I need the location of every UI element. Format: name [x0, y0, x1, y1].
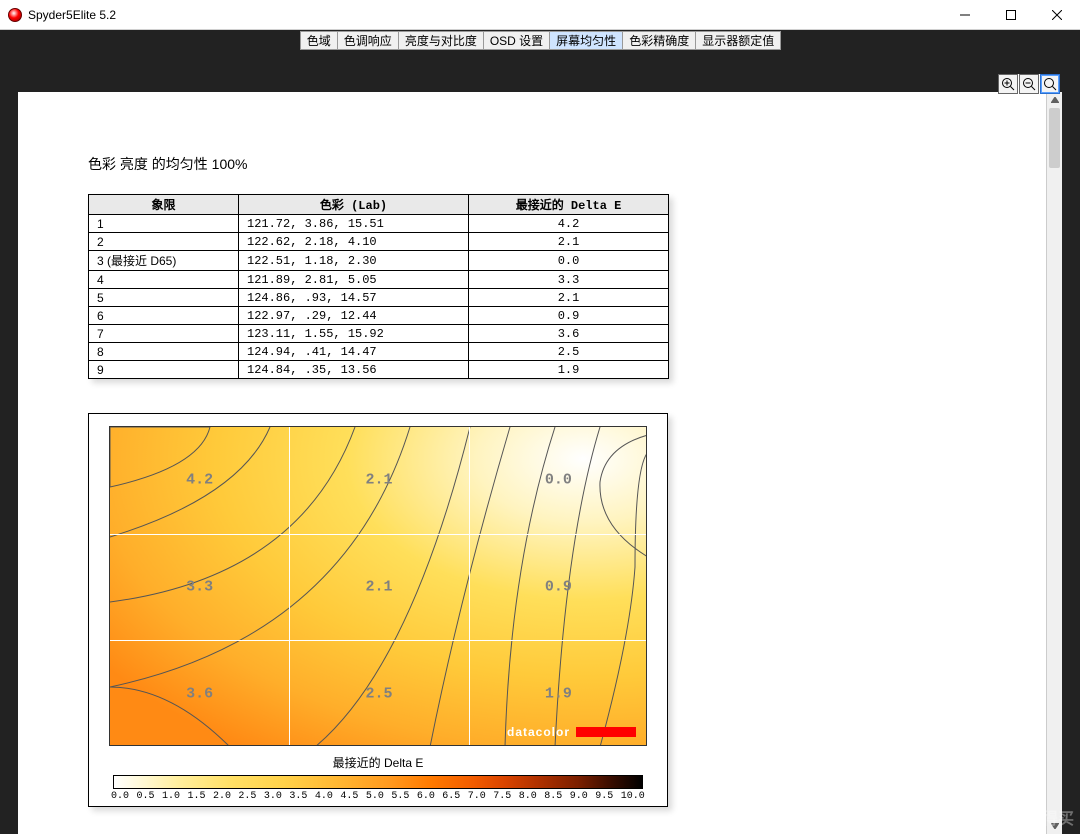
- zoom-controls: [998, 74, 1060, 94]
- close-button[interactable]: [1034, 0, 1080, 30]
- uniformity-chart: datacolor 4.2 2.1 0.0 3.3 2.1 0.9 3.6 2.5 1.9 最接…: [88, 413, 668, 807]
- table-row: 4121.89, 2.81, 5.053.3: [89, 271, 669, 289]
- table-row: 2122.62, 2.18, 4.102.1: [89, 233, 669, 251]
- cell-value: 3.3: [186, 579, 213, 596]
- heatmap-area: datacolor 4.2 2.1 0.0 3.3 2.1 0.9 3.6 2.5 1.9: [109, 426, 647, 746]
- zoom-in-button[interactable]: [998, 74, 1018, 94]
- table-header: 最接近的 Delta E: [469, 195, 669, 215]
- tab-0[interactable]: 色域: [300, 31, 338, 50]
- window-controls: [942, 0, 1080, 30]
- cell-value: 2.5: [365, 685, 392, 702]
- scroll-down-icon[interactable]: [1047, 818, 1062, 834]
- table-row: 1121.72, 3.86, 15.514.2: [89, 215, 669, 233]
- branding-text: datacolor: [507, 725, 570, 739]
- cell-value: 1.9: [545, 685, 572, 702]
- vertical-scrollbar[interactable]: [1046, 92, 1062, 834]
- table-row: 3 (最接近 D65)122.51, 1.18, 2.300.0: [89, 251, 669, 271]
- zoom-fit-button[interactable]: [1040, 74, 1060, 94]
- tabs-bar: 色域色调响应亮度与对比度OSD 设置屏幕均匀性色彩精确度显示器额定值: [18, 30, 1062, 50]
- table-header: 色彩 (Lab): [239, 195, 469, 215]
- tab-6[interactable]: 显示器额定值: [695, 31, 781, 50]
- table-row: 7123.11, 1.55, 15.923.6: [89, 325, 669, 343]
- table-row: 5124.86, .93, 14.572.1: [89, 289, 669, 307]
- scroll-thumb[interactable]: [1049, 108, 1060, 168]
- minimize-button[interactable]: [942, 0, 988, 30]
- cell-value: 0.9: [545, 579, 572, 596]
- table-row: 8124.94, .41, 14.472.5: [89, 343, 669, 361]
- legend-ticks: 0.00.51.01.52.02.53.03.54.04.55.05.56.06…: [109, 791, 647, 802]
- chart-subtitle: 最接近的 Delta E: [109, 754, 647, 771]
- app-icon: [8, 8, 22, 22]
- tab-3[interactable]: OSD 设置: [483, 31, 550, 50]
- cell-value: 4.2: [186, 472, 213, 489]
- cell-value: 0.0: [545, 472, 572, 489]
- color-legend: [113, 775, 643, 789]
- cell-value: 2.1: [365, 472, 392, 489]
- uniformity-table: 象限色彩 (Lab)最接近的 Delta E 1121.72, 3.86, 15…: [88, 194, 669, 379]
- tab-4[interactable]: 屏幕均匀性: [549, 31, 623, 50]
- maximize-button[interactable]: [988, 0, 1034, 30]
- tab-2[interactable]: 亮度与对比度: [398, 31, 484, 50]
- title-bar: Spyder5Elite 5.2: [0, 0, 1080, 30]
- chart-branding: datacolor: [507, 725, 636, 739]
- cell-value: 3.6: [186, 685, 213, 702]
- zoom-out-button[interactable]: [1019, 74, 1039, 94]
- cell-value: 2.1: [365, 579, 392, 596]
- table-row: 6122.97, .29, 12.440.9: [89, 307, 669, 325]
- tab-1[interactable]: 色调响应: [337, 31, 399, 50]
- table-row: 9124.84, .35, 13.561.9: [89, 361, 669, 379]
- report-page: 色彩 亮度 的均匀性 100% 象限色彩 (Lab)最接近的 Delta E 1…: [18, 92, 1062, 834]
- section-heading: 色彩 亮度 的均匀性 100%: [88, 154, 1062, 174]
- scroll-up-icon[interactable]: [1047, 92, 1062, 108]
- tab-5[interactable]: 色彩精确度: [622, 31, 696, 50]
- table-header: 象限: [89, 195, 239, 215]
- app-frame: 色域色调响应亮度与对比度OSD 设置屏幕均匀性色彩精确度显示器额定值 色彩 亮度…: [0, 30, 1080, 834]
- branding-bar: [576, 727, 636, 737]
- app-title: Spyder5Elite 5.2: [28, 8, 116, 22]
